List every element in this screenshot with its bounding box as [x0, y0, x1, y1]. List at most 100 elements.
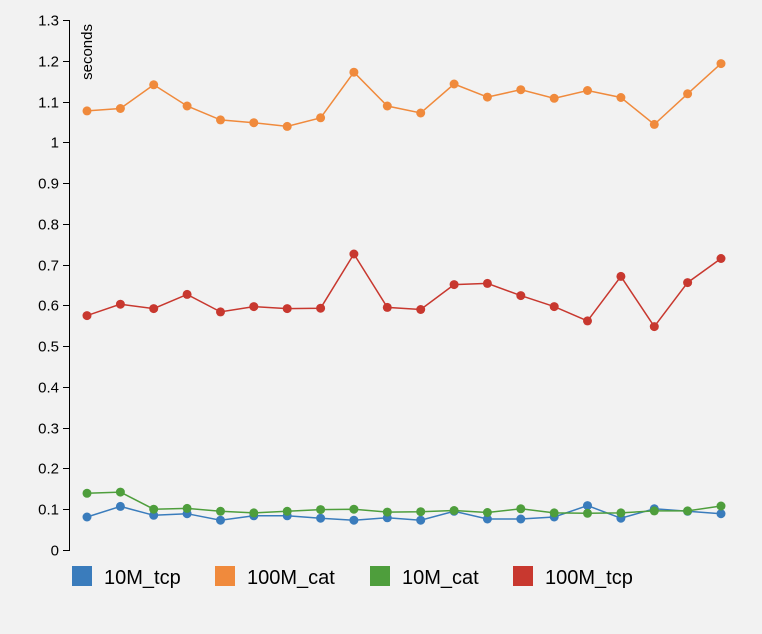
series-line	[86, 63, 722, 128]
data-point	[182, 503, 192, 513]
data-point	[449, 79, 459, 89]
data-point	[216, 307, 225, 317]
data-point	[583, 316, 592, 326]
data-point	[149, 504, 159, 514]
data-point	[616, 508, 626, 518]
data-point	[182, 289, 192, 299]
data-point	[282, 506, 292, 516]
series-layer	[82, 59, 726, 525]
data-point	[716, 59, 726, 69]
data-point	[616, 271, 626, 281]
data-point	[82, 488, 92, 498]
data-point	[82, 106, 92, 116]
data-point	[382, 302, 392, 312]
data-point	[683, 278, 693, 288]
data-point	[583, 508, 592, 518]
y-tick-label: 0.5	[38, 339, 59, 356]
series-10M_cat	[82, 487, 726, 518]
y-tick-label: 0.6	[38, 298, 59, 315]
data-point	[549, 508, 559, 518]
legend-item: 10M_cat	[370, 566, 479, 589]
data-point	[449, 506, 459, 515]
data-point	[316, 513, 326, 523]
y-tick-label: 0.2	[38, 461, 59, 478]
data-point	[616, 93, 626, 102]
data-point	[416, 305, 426, 314]
data-point	[249, 508, 259, 518]
series-100M_tcp	[82, 249, 726, 332]
y-tick-label: 1.2	[38, 54, 59, 71]
data-point	[249, 118, 259, 128]
data-point	[316, 505, 326, 515]
data-point	[216, 115, 225, 125]
data-point	[449, 280, 459, 290]
data-point	[115, 487, 125, 497]
data-point	[216, 506, 225, 516]
data-point	[516, 504, 526, 514]
data-point	[149, 80, 159, 90]
data-point	[382, 507, 392, 517]
data-point	[516, 514, 526, 524]
data-point	[583, 501, 592, 511]
y-tick-label: 0.3	[38, 421, 59, 438]
data-point	[249, 302, 259, 312]
data-point	[416, 507, 426, 517]
series-line	[86, 504, 722, 521]
data-point	[416, 515, 426, 525]
legend-swatch	[72, 566, 92, 586]
y-tick-label: 0.9	[38, 176, 59, 193]
data-point	[349, 504, 359, 514]
data-point	[649, 322, 659, 332]
data-point	[549, 93, 559, 103]
data-point	[482, 514, 492, 524]
y-tick-label: 0.1	[38, 502, 59, 519]
series-line	[86, 252, 722, 328]
data-point	[149, 304, 159, 314]
data-point	[282, 304, 292, 314]
y-tick-label: 1.3	[38, 13, 59, 30]
data-point	[416, 108, 426, 118]
data-point	[516, 85, 526, 95]
legend-swatch	[370, 566, 390, 586]
data-point	[115, 299, 125, 309]
legend-item: 100M_cat	[215, 566, 335, 589]
data-point	[316, 303, 326, 313]
legend-item: 100M_tcp	[513, 566, 633, 589]
data-point	[716, 501, 726, 511]
data-point	[82, 512, 92, 522]
data-point	[349, 249, 359, 259]
data-point	[316, 113, 326, 123]
y-tick-label: 1	[51, 135, 59, 152]
data-point	[716, 254, 726, 263]
legend: 10M_tcp 100M_cat 10M_cat 100M_tcp	[72, 566, 633, 589]
data-point	[482, 278, 492, 288]
legend-label: 10M_tcp	[104, 567, 181, 589]
y-tick-label: 0.4	[38, 380, 59, 397]
data-point	[382, 101, 392, 111]
data-point	[549, 302, 559, 312]
y-tick-label: 0	[51, 543, 59, 560]
data-point	[583, 86, 592, 95]
legend-item: 10M_tcp	[72, 566, 181, 589]
y-tick-label: 1.1	[38, 95, 59, 112]
data-point	[182, 101, 192, 111]
y-tick-label: 0.8	[38, 217, 59, 234]
data-point	[683, 506, 693, 516]
y-axis-label: seconds	[79, 24, 96, 80]
legend-label: 100M_cat	[247, 567, 335, 589]
data-point	[516, 291, 526, 301]
data-point	[649, 506, 659, 516]
data-point	[115, 501, 125, 511]
y-tick-label: 0.7	[38, 258, 59, 275]
data-point	[683, 89, 693, 99]
data-point	[282, 121, 292, 131]
series-line	[86, 491, 722, 515]
legend-swatch	[513, 566, 533, 586]
data-point	[482, 92, 492, 102]
data-point	[349, 515, 359, 525]
data-point	[82, 311, 92, 321]
data-point	[115, 104, 125, 113]
data-point	[482, 508, 492, 517]
